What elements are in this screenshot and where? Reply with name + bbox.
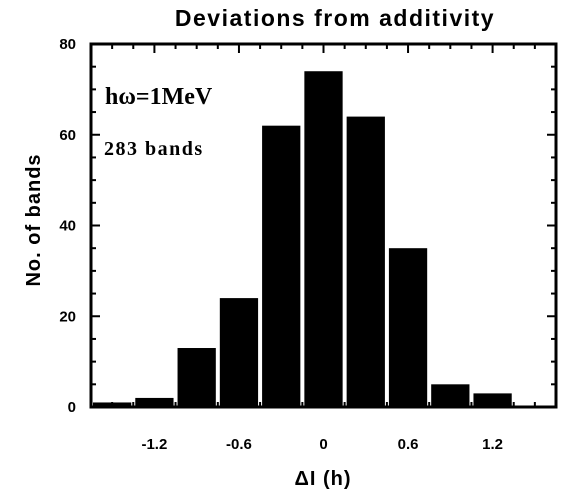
x-tick-label: 0.6 [398, 436, 419, 453]
y-tick-label: 80 [59, 36, 76, 53]
ticks-group: 0 20 40 60 80 -1.2 -0.6 0 0.6 1.2 [59, 36, 557, 453]
y-tick-label: 40 [59, 218, 76, 235]
bars-group [93, 71, 512, 408]
histogram-bar [177, 348, 216, 407]
histogram-bar [262, 125, 301, 408]
frequency-annotation: hω=1MeV [105, 84, 213, 110]
x-tick-label: -1.2 [141, 436, 167, 453]
histogram-bar [304, 71, 343, 407]
x-tick-label: 1.2 [482, 436, 503, 453]
y-axis-label: No. of bands [23, 153, 45, 286]
y-tick-label: 0 [68, 399, 76, 416]
x-tick-label: 0 [319, 436, 327, 453]
y-tick-label: 60 [59, 127, 76, 144]
chart-title: Deviations from additivity [175, 5, 495, 31]
x-axis-label: ΔI (h) [294, 468, 351, 490]
band-count-annotation: 283 bands [104, 138, 204, 160]
y-tick-label: 20 [59, 308, 76, 325]
histogram-bar [219, 298, 259, 407]
x-tick-label: -0.6 [226, 436, 252, 453]
histogram-bar [431, 384, 470, 407]
histogram-bar [388, 248, 428, 407]
histogram-bar [346, 116, 385, 407]
plot-frame [89, 42, 558, 409]
